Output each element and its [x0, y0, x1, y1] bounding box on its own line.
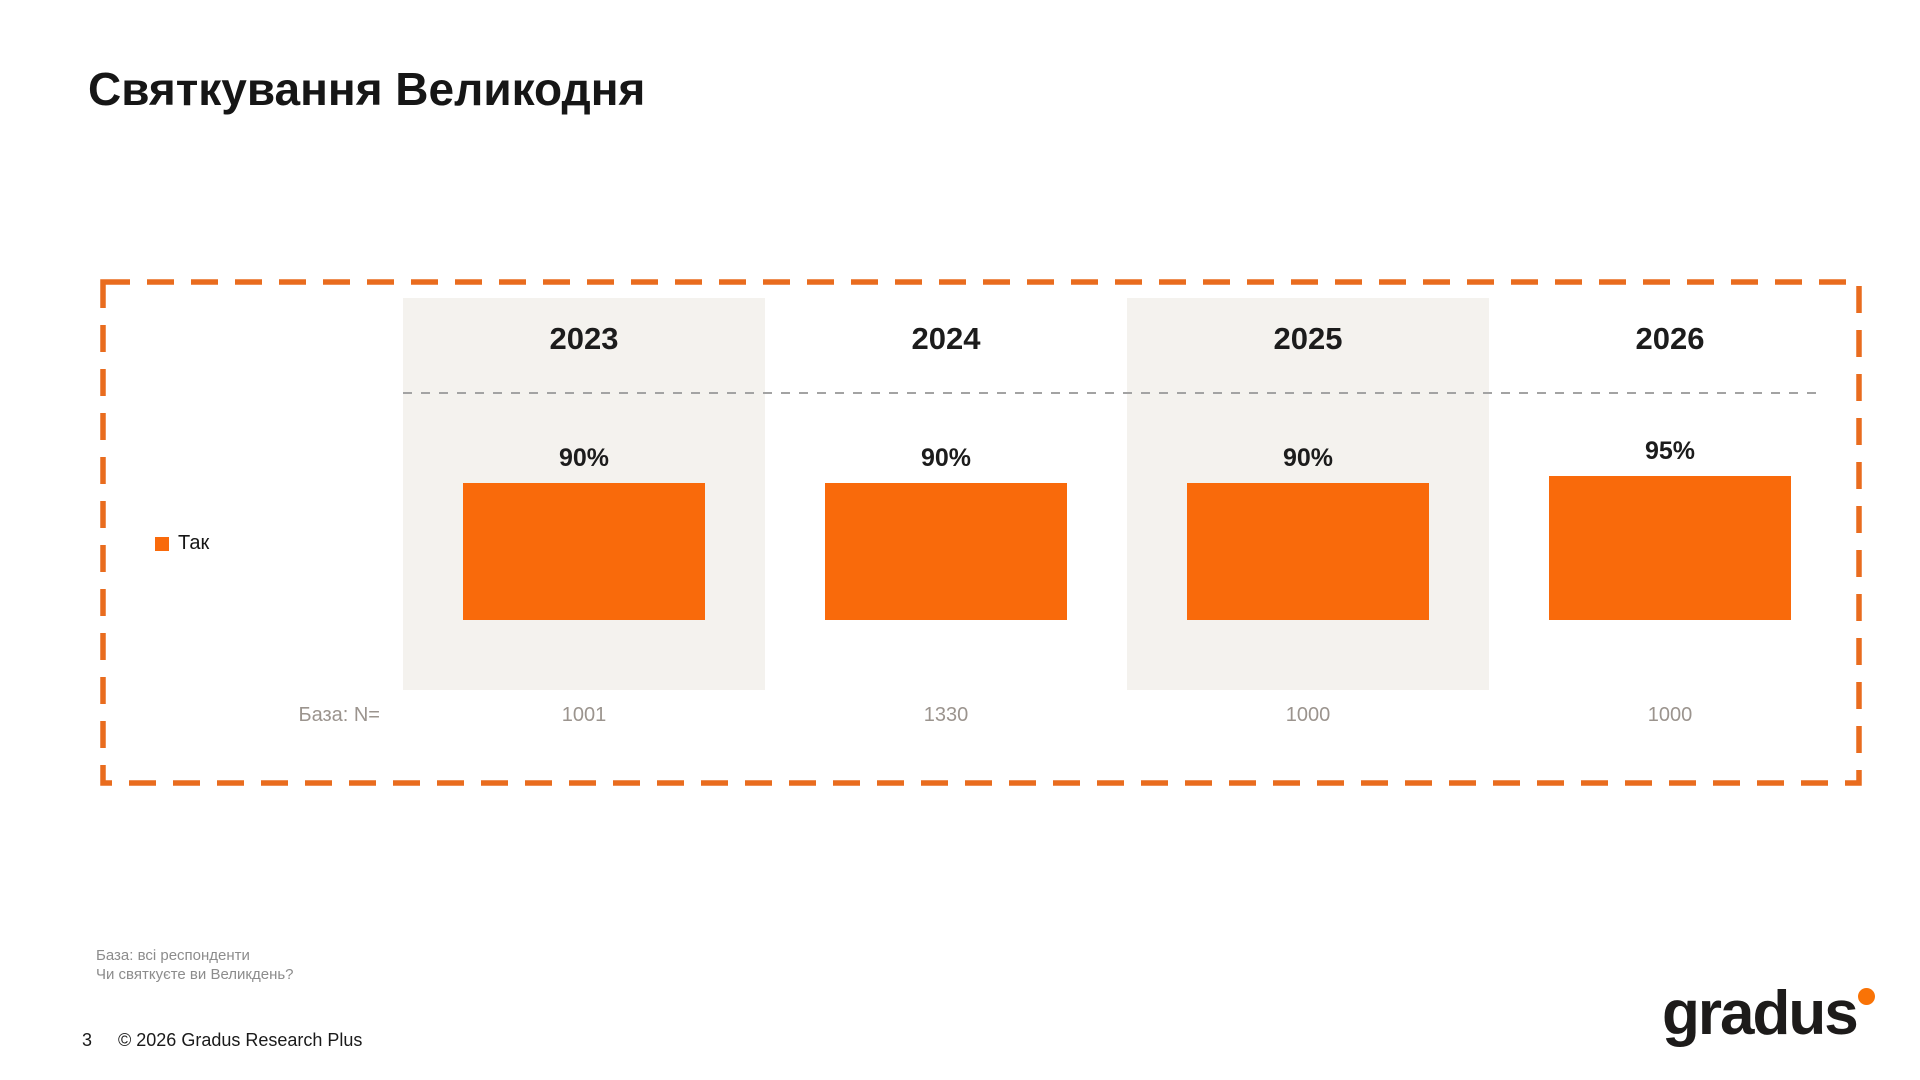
column-year-label: 2023: [549, 320, 619, 356]
bar-value-label: 90%: [920, 444, 972, 472]
bar-value-label: 90%: [1282, 444, 1334, 472]
column-base-value: 1001: [561, 704, 607, 726]
column-bar-area: 90%: [1127, 393, 1489, 690]
column-year-label: 2025: [1273, 320, 1343, 356]
gradus-logo-text: gradus: [1662, 979, 1859, 1048]
page-number: 3: [82, 1030, 93, 1050]
chart-column-2026: 2026 95% 1000: [1489, 298, 1851, 727]
chart-frame: Так 2023 90% 1001 2024 90% 1330: [99, 278, 1863, 787]
slide-footnotes: База: всі респонденти Чи святкуєте ви Ве…: [96, 946, 294, 984]
bar: [825, 483, 1067, 620]
column-bar-area: 90%: [403, 393, 765, 690]
column-bar-area: 95%: [1489, 393, 1851, 690]
column-plot-area: 2025 90%: [1127, 298, 1489, 690]
column-base-value: 1000: [1647, 704, 1693, 726]
bar-value-label: 90%: [558, 444, 610, 472]
column-base-value: 1330: [923, 704, 969, 726]
legend-label: Так: [178, 532, 210, 554]
column-bar-area: 90%: [765, 393, 1127, 690]
chart-column-2025: 2025 90% 1000: [1127, 298, 1489, 727]
copyright-text: © 2026 Gradus Research Plus: [118, 1030, 363, 1050]
bar: [1549, 476, 1791, 620]
chart-column-2024: 2024 90% 1330: [765, 298, 1127, 727]
chart-legend: Так: [155, 532, 209, 555]
chart-column-2023: 2023 90% 1001: [403, 298, 765, 727]
column-plot-area: 2023 90%: [403, 298, 765, 690]
bottom-footer: 3 © 2026 Gradus Research Plus: [82, 1030, 362, 1051]
page-title: Святкування Великодня: [88, 63, 646, 115]
gradus-logo-dot-icon: [1857, 988, 1875, 1005]
bar: [1187, 483, 1429, 620]
column-base-value: 1000: [1285, 704, 1331, 726]
dashed-frame-border: [100, 279, 1862, 786]
bar: [463, 483, 705, 620]
column-year-label: 2026: [1635, 320, 1705, 356]
column-year-label: 2024: [911, 320, 981, 356]
column-plot-area: 2026 95%: [1489, 298, 1851, 690]
column-plot-area: 2024 90%: [765, 298, 1127, 690]
footnote-question: Чи святкуєте ви Великдень?: [96, 966, 294, 983]
legend-swatch-icon: [155, 536, 169, 551]
chart-columns: 2023 90% 1001 2024 90% 1330 2025: [403, 298, 1851, 727]
base-row-label: База: N=: [298, 704, 380, 726]
header-separator-dashline: [403, 392, 1823, 394]
footnote-base: База: всі респонденти: [96, 947, 250, 964]
bar-value-label: 95%: [1644, 437, 1696, 465]
gradus-logo: gradus: [1662, 978, 1875, 1049]
